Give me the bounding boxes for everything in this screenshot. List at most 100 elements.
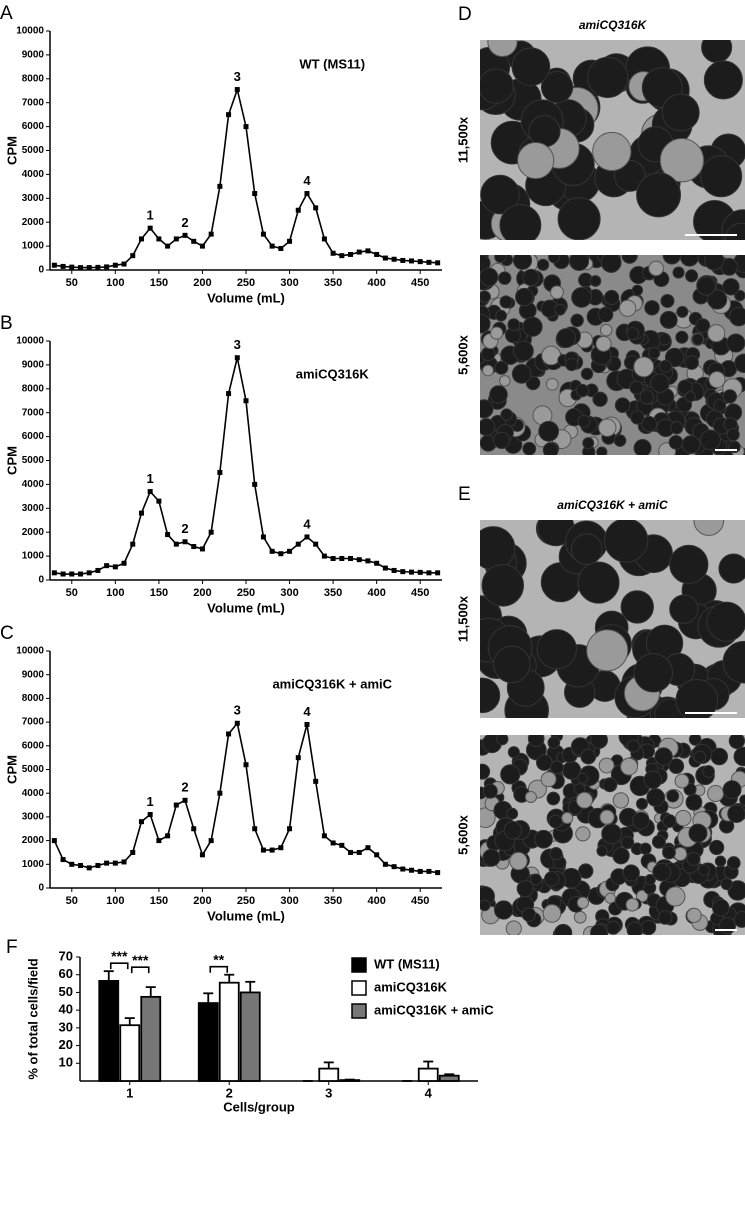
x-axis-label: Volume (mL) (207, 600, 285, 615)
point (173, 802, 179, 808)
cell (604, 892, 617, 904)
cell (545, 377, 559, 391)
cell (700, 429, 721, 451)
point (313, 778, 319, 784)
line (54, 357, 438, 575)
cell (674, 773, 690, 789)
cell (691, 333, 704, 346)
y-tick-label: 1000 (22, 551, 45, 562)
point (304, 191, 310, 197)
cell (677, 379, 693, 396)
cell (480, 313, 491, 334)
legend-swatch (351, 980, 367, 996)
cell (509, 851, 528, 871)
cell (493, 645, 531, 684)
cell (718, 917, 737, 935)
cell (668, 435, 684, 450)
x-tick-label: 150 (150, 277, 168, 289)
error-bar (203, 992, 214, 1004)
cell (676, 305, 689, 318)
point (69, 264, 75, 270)
cell (575, 826, 591, 842)
y-tick-label: 40 (59, 1002, 73, 1017)
cell (696, 276, 716, 296)
x-tick-label: 450 (411, 587, 429, 599)
point (69, 861, 75, 867)
point (95, 567, 101, 573)
cell (596, 446, 608, 455)
point (60, 263, 66, 269)
x-tick-label: 150 (150, 895, 168, 907)
cell (540, 771, 557, 788)
cell (703, 255, 725, 271)
cell (722, 389, 738, 404)
cell (480, 677, 501, 714)
cell (521, 907, 536, 922)
cell (604, 289, 620, 306)
cell (580, 748, 597, 765)
point (382, 861, 388, 867)
cell (726, 428, 740, 442)
bar (197, 1002, 219, 1082)
peak-label: 4 (303, 516, 311, 531)
panel-label: F (6, 937, 18, 958)
point (104, 264, 110, 270)
micrograph (480, 40, 745, 240)
cell (480, 526, 516, 571)
cell (644, 300, 660, 316)
peak-label: 2 (181, 521, 188, 536)
cell (500, 764, 521, 785)
point (426, 570, 432, 576)
point (313, 205, 319, 211)
point (147, 812, 153, 818)
cell (497, 271, 512, 285)
cell (577, 414, 591, 428)
cell (661, 93, 700, 132)
image-title: amiCQ316K + amiC (557, 498, 668, 512)
micrograph (480, 520, 745, 718)
y-tick-label: 4000 (22, 479, 45, 490)
cell (577, 561, 620, 604)
point (234, 355, 240, 361)
y-tick-label: 10000 (16, 336, 44, 347)
y-tick-label: 4000 (22, 788, 45, 799)
cell (662, 814, 677, 828)
point (51, 262, 57, 268)
legend-swatch (351, 957, 367, 973)
cell (631, 284, 644, 296)
cell (686, 907, 702, 923)
cell (643, 770, 663, 790)
cell (550, 285, 564, 300)
significance-label: *** (132, 952, 149, 968)
y-tick-label: 10000 (16, 646, 44, 657)
cell (601, 823, 623, 845)
cell (633, 439, 652, 455)
y-tick-label: 5000 (22, 145, 45, 156)
cell (570, 533, 603, 566)
bar (98, 980, 120, 1082)
x-tick-label: 450 (411, 277, 429, 289)
y-tick-label: 5000 (22, 764, 45, 775)
cell (640, 919, 657, 935)
cell (547, 736, 561, 750)
bar (417, 1067, 439, 1082)
cell (672, 266, 685, 279)
cell (590, 923, 608, 935)
cell (515, 287, 534, 307)
cell (527, 735, 545, 748)
cell (639, 389, 655, 405)
point (252, 481, 258, 487)
cell (669, 544, 709, 584)
y-tick-label: 0 (38, 265, 44, 276)
cell (620, 590, 654, 624)
cell (550, 760, 564, 775)
point (426, 259, 432, 265)
x-tick-label: 350 (324, 895, 342, 907)
cell (548, 814, 563, 829)
point (374, 852, 380, 858)
y-tick-label: 6000 (22, 121, 45, 132)
y-tick-label: 10 (59, 1055, 73, 1070)
cell (625, 897, 640, 912)
significance-label: *** (111, 948, 128, 964)
cell (537, 258, 550, 271)
